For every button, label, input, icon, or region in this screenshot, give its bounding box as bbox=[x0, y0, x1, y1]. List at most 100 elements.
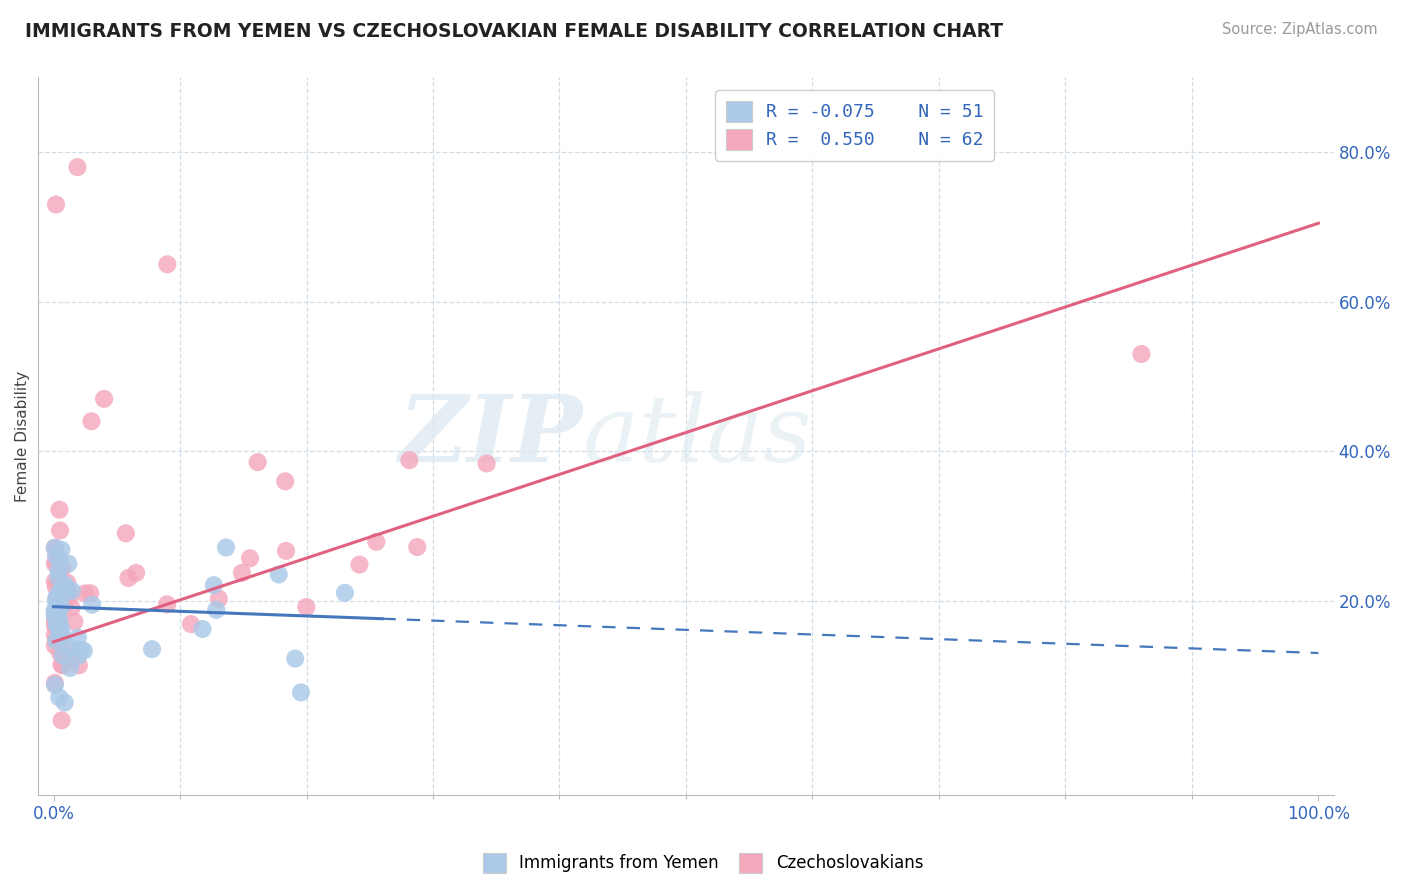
Point bbox=[55, 590, 77, 604]
Point bbox=[156, 598, 179, 612]
Text: ZIP: ZIP bbox=[398, 392, 582, 482]
Point bbox=[49, 553, 72, 567]
Point bbox=[69, 643, 91, 657]
Point bbox=[46, 570, 69, 584]
Point bbox=[73, 644, 96, 658]
Point bbox=[45, 580, 67, 594]
Point bbox=[349, 558, 371, 572]
Point bbox=[44, 612, 66, 626]
Point bbox=[49, 596, 72, 610]
Point bbox=[51, 622, 73, 636]
Text: Source: ZipAtlas.com: Source: ZipAtlas.com bbox=[1222, 22, 1378, 37]
Point bbox=[46, 590, 69, 604]
Point bbox=[82, 598, 104, 612]
Point bbox=[49, 524, 72, 538]
Point bbox=[44, 607, 66, 621]
Point bbox=[156, 257, 179, 271]
Point bbox=[60, 583, 83, 598]
Point bbox=[141, 642, 163, 657]
Point bbox=[49, 582, 72, 597]
Point bbox=[44, 639, 66, 653]
Point bbox=[202, 578, 225, 592]
Point bbox=[44, 615, 66, 629]
Point bbox=[51, 657, 73, 672]
Point bbox=[80, 414, 103, 428]
Point bbox=[208, 591, 231, 606]
Point bbox=[267, 567, 290, 582]
Point bbox=[274, 475, 297, 489]
Point bbox=[48, 564, 70, 578]
Point bbox=[48, 614, 70, 628]
Point bbox=[44, 619, 66, 633]
Point bbox=[56, 575, 79, 590]
Point bbox=[117, 571, 139, 585]
Point bbox=[44, 608, 66, 623]
Point bbox=[75, 586, 97, 600]
Point bbox=[51, 561, 73, 575]
Point bbox=[274, 544, 297, 558]
Point bbox=[49, 599, 72, 614]
Y-axis label: Female Disability: Female Disability bbox=[15, 371, 30, 502]
Point bbox=[58, 650, 80, 665]
Point bbox=[49, 600, 72, 615]
Point bbox=[46, 598, 69, 612]
Point bbox=[44, 678, 66, 692]
Point bbox=[58, 590, 80, 604]
Point bbox=[44, 574, 66, 589]
Point bbox=[45, 197, 67, 211]
Point bbox=[48, 596, 70, 610]
Point bbox=[66, 649, 89, 664]
Point bbox=[46, 590, 69, 604]
Point bbox=[246, 455, 269, 469]
Point bbox=[46, 618, 69, 632]
Point bbox=[45, 549, 67, 563]
Point bbox=[1130, 347, 1153, 361]
Point bbox=[52, 658, 75, 673]
Point bbox=[51, 714, 73, 728]
Point bbox=[93, 392, 115, 406]
Point bbox=[66, 160, 89, 174]
Point bbox=[46, 617, 69, 632]
Point bbox=[215, 541, 238, 555]
Point bbox=[51, 630, 73, 644]
Point bbox=[125, 566, 148, 580]
Point bbox=[63, 615, 86, 629]
Text: IMMIGRANTS FROM YEMEN VS CZECHOSLOVAKIAN FEMALE DISABILITY CORRELATION CHART: IMMIGRANTS FROM YEMEN VS CZECHOSLOVAKIAN… bbox=[25, 22, 1004, 41]
Point bbox=[79, 586, 101, 600]
Point bbox=[49, 601, 72, 615]
Point bbox=[46, 611, 69, 625]
Point bbox=[44, 676, 66, 690]
Point bbox=[205, 603, 228, 617]
Point bbox=[231, 566, 253, 580]
Point bbox=[60, 601, 83, 615]
Point bbox=[284, 651, 307, 665]
Point bbox=[48, 502, 70, 516]
Point bbox=[406, 540, 429, 554]
Point bbox=[58, 557, 80, 571]
Legend: R = -0.075    N = 51, R =  0.550    N = 62: R = -0.075 N = 51, R = 0.550 N = 62 bbox=[716, 90, 994, 161]
Text: atlas: atlas bbox=[582, 392, 811, 482]
Point bbox=[48, 690, 70, 705]
Point bbox=[475, 457, 498, 471]
Point bbox=[66, 631, 89, 645]
Point bbox=[366, 534, 388, 549]
Point bbox=[290, 685, 312, 699]
Point bbox=[52, 599, 75, 613]
Point bbox=[45, 616, 67, 631]
Point bbox=[56, 583, 79, 598]
Point bbox=[48, 624, 70, 638]
Point bbox=[67, 658, 90, 673]
Point bbox=[49, 646, 72, 660]
Point bbox=[52, 577, 75, 591]
Point bbox=[46, 550, 69, 565]
Point bbox=[52, 648, 75, 663]
Point bbox=[44, 541, 66, 555]
Point bbox=[180, 617, 202, 632]
Point bbox=[44, 541, 66, 555]
Point bbox=[45, 633, 67, 648]
Point bbox=[53, 578, 76, 592]
Point bbox=[46, 608, 69, 623]
Point bbox=[191, 622, 214, 636]
Point bbox=[44, 628, 66, 642]
Legend: Immigrants from Yemen, Czechoslovakians: Immigrants from Yemen, Czechoslovakians bbox=[477, 847, 929, 880]
